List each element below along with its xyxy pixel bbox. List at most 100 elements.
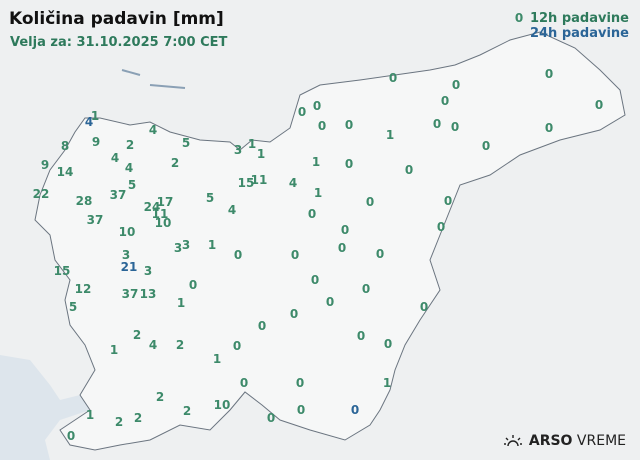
station-value: 3 xyxy=(181,238,191,252)
station-value: 2 xyxy=(132,328,142,342)
station-value: 5 xyxy=(68,300,78,314)
station-value: 4 xyxy=(227,203,237,217)
station-value: 13 xyxy=(139,287,157,301)
station-value: 0 xyxy=(404,163,414,177)
station-value: 2 xyxy=(175,338,185,352)
station-value: 37 xyxy=(121,287,139,301)
station-value: 5 xyxy=(205,191,215,205)
station-value: 0 xyxy=(295,376,305,390)
adriatic-sea xyxy=(0,355,90,460)
station-value: 1 xyxy=(382,376,392,390)
station-value: 0 xyxy=(296,403,306,417)
station-value: 0 xyxy=(188,278,198,292)
station-value: 2 xyxy=(125,138,135,152)
station-value: 0 xyxy=(350,403,360,417)
legend-12h: 12h padavine xyxy=(529,11,629,26)
station-value: 37 xyxy=(109,188,127,202)
station-value: 3 xyxy=(143,264,153,278)
station-value: 10 xyxy=(118,225,136,239)
station-value: 0 xyxy=(266,411,276,425)
station-value: 1 xyxy=(385,128,395,142)
station-value: 0 xyxy=(232,339,242,353)
station-value: 24 xyxy=(143,200,161,214)
map-title: Količina padavin [mm] xyxy=(9,9,224,29)
station-value: 0 xyxy=(361,282,371,296)
station-value: 11 xyxy=(250,173,268,187)
station-value: 2 xyxy=(133,411,143,425)
station-value: 0 xyxy=(233,248,243,262)
station-value: 10 xyxy=(154,216,172,230)
lake xyxy=(121,69,141,76)
station-value: 5 xyxy=(181,136,191,150)
station-value: 1 xyxy=(85,408,95,422)
legend-24h: 24h padavine xyxy=(529,26,629,41)
station-value: 1 xyxy=(90,109,100,123)
station-value: 1 xyxy=(109,343,119,357)
station-value: 3 xyxy=(121,248,131,262)
station-value: 0 xyxy=(239,376,249,390)
station-value: 0 xyxy=(443,194,453,208)
station-value: 0 xyxy=(290,248,300,262)
station-value: 9 xyxy=(40,158,50,172)
station-value: 10 xyxy=(213,398,231,412)
station-value: 0 xyxy=(356,329,366,343)
station-value: 3 xyxy=(233,143,243,157)
station-value: 0 xyxy=(289,307,299,321)
station-value: 0 xyxy=(436,220,446,234)
station-value: 0 xyxy=(514,11,524,25)
station-value: 5 xyxy=(127,178,137,192)
station-value: 15 xyxy=(237,176,255,190)
logo-brand: ARSO xyxy=(528,433,573,449)
legend: 12h padavine 24h padavine xyxy=(530,11,629,41)
station-value: 15 xyxy=(53,264,71,278)
station-value: 0 xyxy=(365,195,375,209)
station-value: 21 xyxy=(120,260,138,274)
station-value: 0 xyxy=(344,118,354,132)
station-value: 1 xyxy=(176,296,186,310)
station-value: 2 xyxy=(170,156,180,170)
station-value: 0 xyxy=(344,157,354,171)
station-value: 0 xyxy=(317,119,327,133)
station-value: 0 xyxy=(312,99,322,113)
station-value: 2 xyxy=(155,390,165,404)
station-value: 0 xyxy=(383,337,393,351)
station-value: 1 xyxy=(207,238,217,252)
station-value: 37 xyxy=(86,213,104,227)
station-value: 1 xyxy=(212,352,222,366)
station-value: 4 xyxy=(110,151,120,165)
station-value: 0 xyxy=(325,295,335,309)
station-value: 12 xyxy=(74,282,92,296)
arso-logo: ARSO VREME xyxy=(503,433,626,449)
station-value: 2 xyxy=(182,404,192,418)
station-value: 0 xyxy=(450,120,460,134)
station-value: 4 xyxy=(148,338,158,352)
station-value: 0 xyxy=(451,78,461,92)
station-value: 17 xyxy=(156,195,174,209)
station-value: 11 xyxy=(151,207,169,221)
station-value: 0 xyxy=(66,429,76,443)
lake xyxy=(149,84,186,89)
station-value: 3 xyxy=(173,241,183,255)
station-value: 4 xyxy=(288,176,298,190)
station-value: 8 xyxy=(60,139,70,153)
station-value: 0 xyxy=(544,121,554,135)
station-value: 0 xyxy=(307,207,317,221)
station-value: 0 xyxy=(257,319,267,333)
station-value: 0 xyxy=(432,117,442,131)
station-value: 0 xyxy=(544,67,554,81)
valid-time: Velja za: 31.10.2025 7:00 CET xyxy=(10,35,228,50)
station-value: 1 xyxy=(313,186,323,200)
station-value: 1 xyxy=(247,137,257,151)
slovenia-border xyxy=(34,31,626,451)
station-value: 0 xyxy=(337,241,347,255)
station-value: 1 xyxy=(256,147,266,161)
station-value: 0 xyxy=(481,139,491,153)
station-value: 0 xyxy=(440,94,450,108)
station-value: 2 xyxy=(114,415,124,429)
station-value: 0 xyxy=(340,223,350,237)
logo-product: VREME xyxy=(576,433,626,449)
station-value: 28 xyxy=(75,194,93,208)
station-value: 4 xyxy=(148,123,158,137)
station-value: 0 xyxy=(388,71,398,85)
